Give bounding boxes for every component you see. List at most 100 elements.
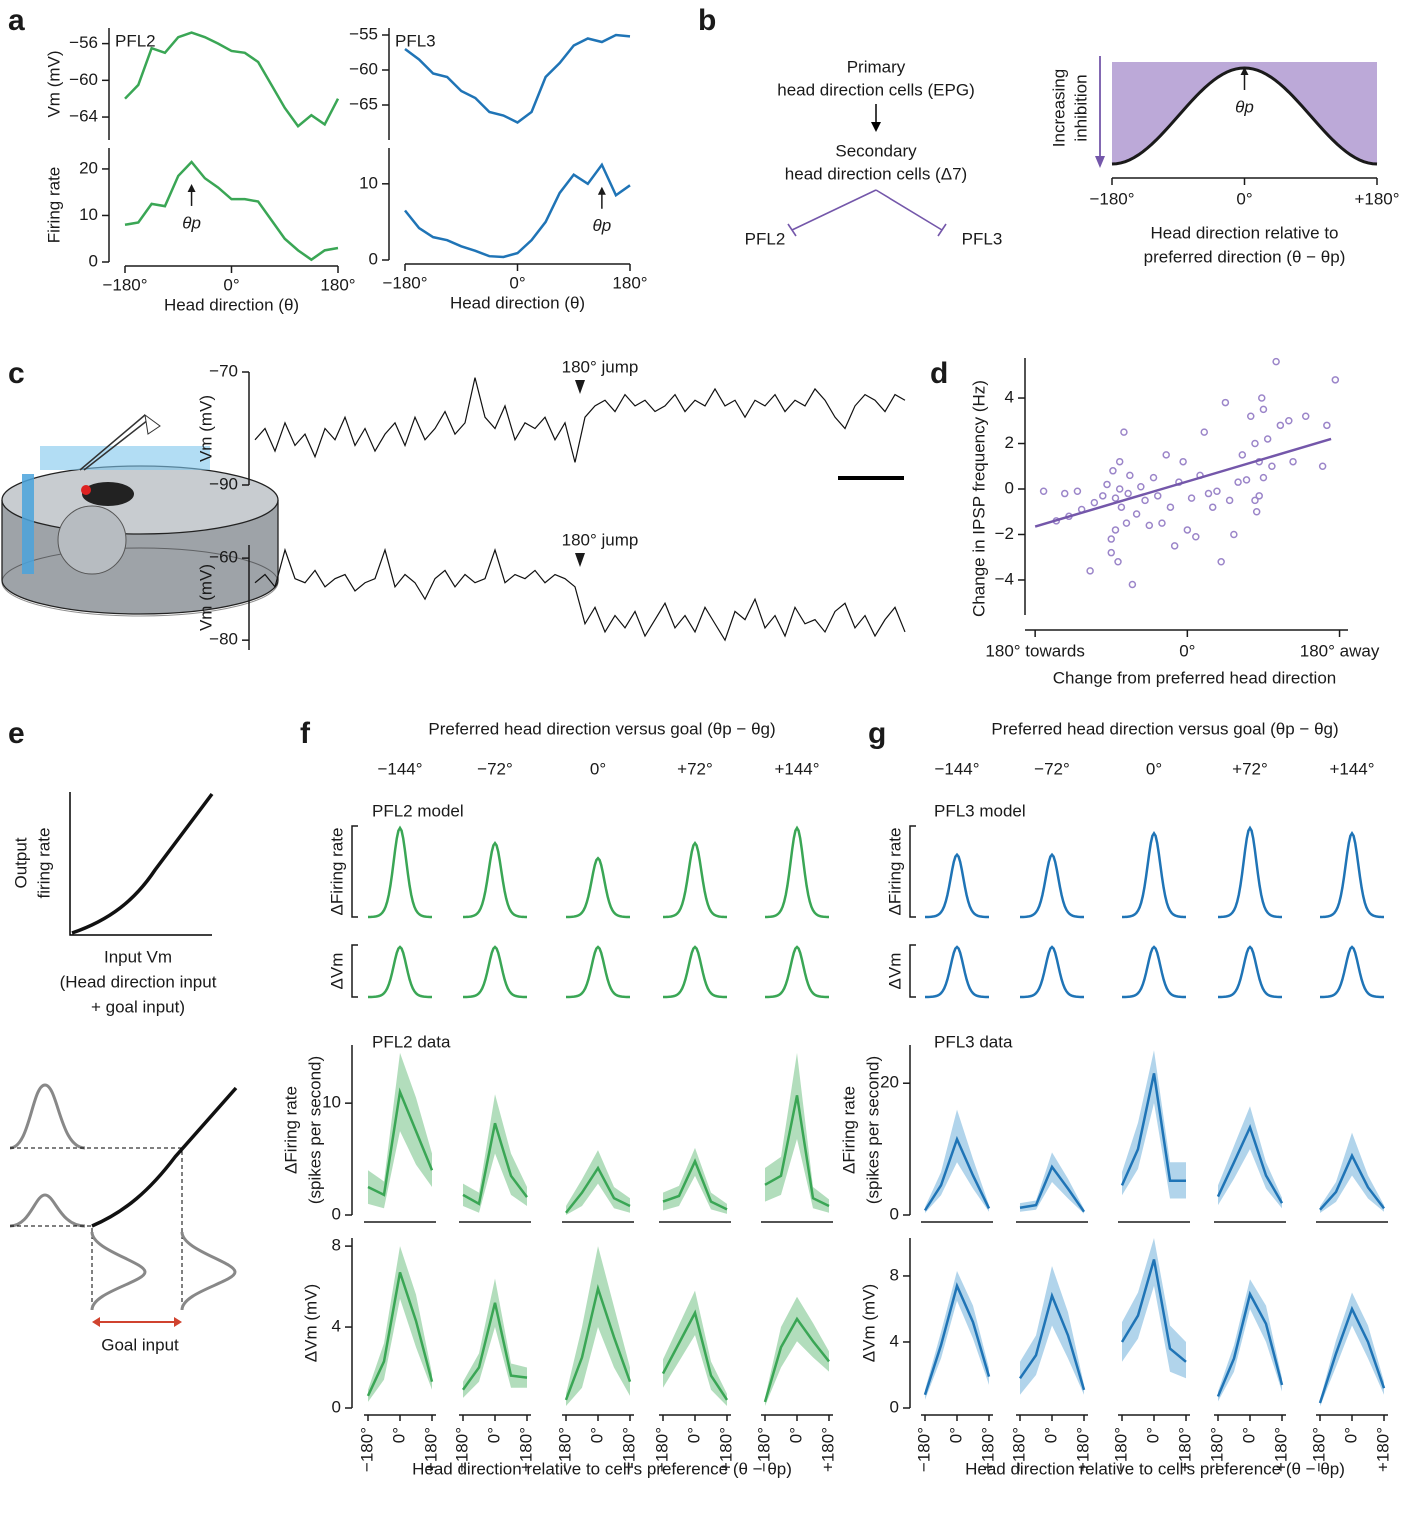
error-band (765, 1052, 829, 1213)
x-axis-label: Head direction (θ) (450, 293, 585, 312)
error-band (765, 1296, 829, 1406)
y-tick-label: 0 (369, 249, 378, 268)
mean-line (1120, 1259, 1187, 1363)
annotation-arrow (575, 380, 585, 394)
mean-line (1216, 1290, 1284, 1397)
scatter-point (1158, 519, 1166, 527)
line-series (124, 160, 339, 262)
y-axis-label: Vm (mV) (196, 564, 215, 631)
model-curve (1319, 830, 1385, 919)
mean-line (461, 1302, 528, 1391)
error-band (566, 1150, 630, 1215)
x-tick-label: −180° (382, 273, 427, 292)
y-axis-label: ΔVm (mV) (859, 1284, 878, 1362)
y-tick-label: 20 (880, 1073, 899, 1092)
scatter-point (1162, 451, 1170, 459)
node-text: PFL3 (962, 229, 1003, 248)
y-tick-label: 0 (332, 1397, 341, 1416)
y-axis-label: ΔFiring rate (281, 1086, 300, 1174)
error-band (368, 1052, 432, 1209)
panel-letter: d (930, 357, 948, 390)
voltage-trace (254, 547, 906, 642)
annotation: θp (593, 216, 612, 235)
y-axis-label: ΔVm (mV) (301, 1284, 320, 1362)
error-band (368, 1246, 432, 1402)
model-curve (565, 856, 631, 919)
scatter-point (1230, 530, 1238, 539)
scatter-point (1166, 503, 1175, 511)
mean-line (367, 1087, 434, 1197)
chart-title: PFL2 model (372, 801, 464, 820)
column-label: +144° (1329, 759, 1374, 778)
x-tick-label: −180° (1309, 1427, 1328, 1472)
x-tick-label: 180° towards (985, 641, 1084, 660)
y-tick-label: 20 (79, 158, 98, 177)
x-tick-label: +180° (1073, 1427, 1092, 1472)
node-text: PFL2 (745, 229, 786, 248)
scatter-point (1318, 462, 1327, 471)
scatter-point (1149, 473, 1158, 482)
axis-label: Head direction relative to cell's prefer… (412, 1459, 792, 1478)
mean-line (763, 1316, 830, 1403)
panel-letter: f (300, 717, 311, 750)
x-tick-label: 0° (1041, 1427, 1060, 1443)
scatter-point (1141, 496, 1149, 505)
x-tick-label: +180° (818, 1427, 837, 1472)
fit-line (1034, 437, 1332, 528)
scatter-point (1154, 492, 1162, 500)
scatter-point (1117, 503, 1126, 511)
model-curve (1121, 945, 1187, 999)
heading: Preferred head direction versus goal (θp… (991, 719, 1338, 738)
column-label: −72° (1034, 759, 1070, 778)
scatter-point (1107, 548, 1115, 557)
scatter-point (1263, 435, 1272, 443)
y-tick-label: −80 (209, 630, 238, 649)
x-tick-label: +180° (716, 1427, 735, 1472)
y-axis-bracket (351, 944, 358, 998)
scatter-point (1238, 451, 1247, 459)
y-tick-label: −60 (349, 59, 378, 78)
scatter-point (1122, 519, 1131, 527)
x-tick-label: 0° (684, 1427, 703, 1443)
x-tick-label: +180° (1175, 1427, 1194, 1472)
panel-letter: a (8, 4, 25, 37)
scatter-point (1217, 558, 1225, 566)
y-tick-label: 0 (1005, 478, 1014, 497)
scatter-point (1132, 510, 1141, 518)
scatter-point (1090, 498, 1099, 507)
annotation: θp (1235, 97, 1254, 116)
scatter-point (1111, 494, 1120, 502)
y-tick-label: −60 (209, 548, 238, 567)
scatter-point (1099, 492, 1107, 500)
y-tick-label: 10 (79, 205, 98, 224)
node-text: Primary (847, 57, 906, 76)
y-tick-label: 8 (332, 1236, 341, 1255)
scatter-point (1086, 567, 1094, 575)
scatter-point (1259, 473, 1268, 482)
x-axis-label: preferred direction (θ − θp) (1144, 247, 1346, 266)
column-label: +144° (774, 759, 819, 778)
model-curve (1217, 945, 1283, 999)
x-tick-label: 0° (1236, 189, 1252, 208)
y-tick-label: −2 (995, 524, 1014, 543)
y-tick-label: 8 (890, 1265, 899, 1284)
column-label: −72° (477, 759, 513, 778)
scatter-point (1301, 412, 1310, 420)
x-tick-label: −180° (1111, 1427, 1130, 1472)
scatter-point (1114, 558, 1122, 566)
x-tick-label: 0° (509, 273, 525, 292)
mean-line (366, 1272, 434, 1397)
mean-line (923, 1135, 991, 1212)
column-label: +72° (677, 759, 713, 778)
annotation: θp (182, 213, 201, 232)
scatter-point (1276, 421, 1285, 430)
mean-line (1318, 1305, 1386, 1404)
model-curve (565, 945, 631, 999)
scatter-point (1213, 487, 1221, 496)
y-tick-label: 0 (89, 251, 98, 270)
model-curve (462, 945, 528, 999)
axis-label: Output (11, 837, 30, 888)
y-tick-label: −65 (349, 94, 378, 113)
error-band (1218, 1106, 1282, 1209)
